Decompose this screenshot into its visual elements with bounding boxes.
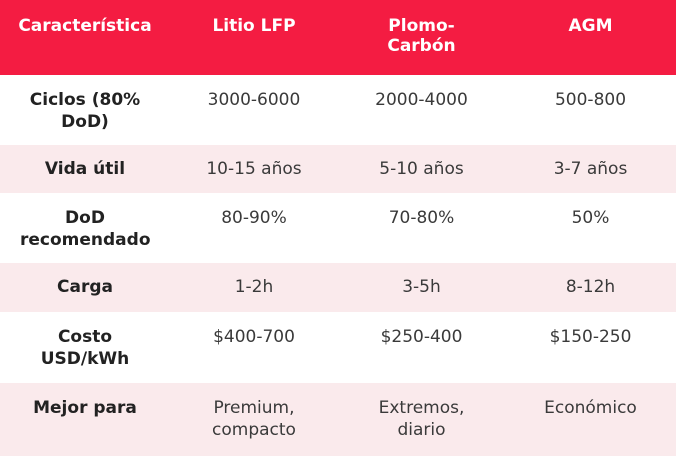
header-cell-text: Plomo-Carbón [387, 16, 456, 56]
table-cell-text: 80-90% [221, 208, 287, 228]
table-cell-text: 2000-4000 [375, 90, 468, 110]
row-label-text: DoD recomendado [20, 208, 151, 250]
table-row: Vida útil 10-15 años 5-10 años 3-7 años [0, 145, 676, 193]
table-cell-text: 50% [571, 208, 610, 228]
table-cell: $400-700 [170, 312, 338, 383]
table-cell: 3000-6000 [170, 75, 338, 145]
table-cell: 8-12h [505, 263, 676, 312]
table-cell: 3-7 años [505, 145, 676, 193]
table-cell-text: 3-7 años [553, 159, 628, 179]
row-label-text: Mejor para [33, 398, 137, 418]
table-cell: 500-800 [505, 75, 676, 145]
header-cell: AGM [505, 0, 676, 75]
table-cell: 50% [505, 193, 676, 263]
table-cell: $150-250 [505, 312, 676, 383]
table-cell-text: Extremos, diario [378, 398, 465, 440]
table-cell: Extremos, diario [338, 383, 505, 456]
table-row: Ciclos (80% DoD) 3000-6000 2000-4000 500-80… [0, 75, 676, 145]
table-cell-text: 1-2h [234, 277, 274, 297]
table-cell: 3-5h [338, 263, 505, 312]
table-cell-text: $400-700 [213, 327, 295, 347]
table-cell: 80-90% [170, 193, 338, 263]
header-cell-text: Litio LFP [212, 16, 296, 36]
table-cell: 1-2h [170, 263, 338, 312]
table-cell-text: $250-400 [380, 327, 463, 347]
header-row: Característica Litio LFP Plomo-Carbón AGM [0, 0, 676, 75]
table-cell: 70-80% [338, 193, 505, 263]
table-row: Costo USD/kWh $400-700 $250-400 $150-250 [0, 312, 676, 383]
table-cell: 2000-4000 [338, 75, 505, 145]
table-cell-text: 70-80% [388, 208, 455, 228]
table-cell-text: 8-12h [565, 277, 616, 297]
table-cell: 5-10 años [338, 145, 505, 193]
header-cell: Litio LFP [170, 0, 338, 75]
table-cell: Económico [505, 383, 676, 456]
row-label-text: Vida útil [44, 159, 126, 179]
table-row: Mejor para Premium, compacto Extremos, dia… [0, 383, 676, 456]
table-cell-text: 10-15 años [206, 159, 302, 179]
header-cell: Plomo-Carbón [338, 0, 505, 75]
row-label: Carga [0, 263, 170, 312]
table-cell-text: $150-250 [549, 327, 632, 347]
row-label-text: Carga [57, 277, 113, 297]
table-cell: Premium, compacto [170, 383, 338, 456]
row-label: Mejor para [0, 383, 170, 456]
row-label: Ciclos (80% DoD) [0, 75, 170, 145]
header-cell: Característica [0, 0, 170, 75]
row-label-text: Costo USD/kWh [40, 327, 130, 369]
table-cell: 10-15 años [170, 145, 338, 193]
header-cell-text: Característica [18, 16, 152, 36]
row-label: Costo USD/kWh [0, 312, 170, 383]
table-cell-text: 3000-6000 [207, 90, 301, 110]
row-label: Vida útil [0, 145, 170, 193]
table-cell-text: 5-10 años [379, 159, 464, 179]
table-cell-text: Económico [544, 398, 637, 418]
table-cell-text: 3-5h [402, 277, 441, 297]
row-label: DoD recomendado [0, 193, 170, 263]
header-cell-text: AGM [568, 16, 613, 36]
table-row: Carga 1-2h 3-5h 8-12h [0, 263, 676, 312]
row-label-text: Ciclos (80% DoD) [29, 90, 141, 132]
table-cell: $250-400 [338, 312, 505, 383]
table-cell-text: Premium, compacto [212, 398, 296, 440]
table-cell-text: 500-800 [554, 90, 627, 110]
table-row: DoD recomendado 80-90% 70-80% 50% [0, 193, 676, 263]
table-body: Ciclos (80% DoD) 3000-6000 2000-4000 500-80… [0, 75, 676, 456]
